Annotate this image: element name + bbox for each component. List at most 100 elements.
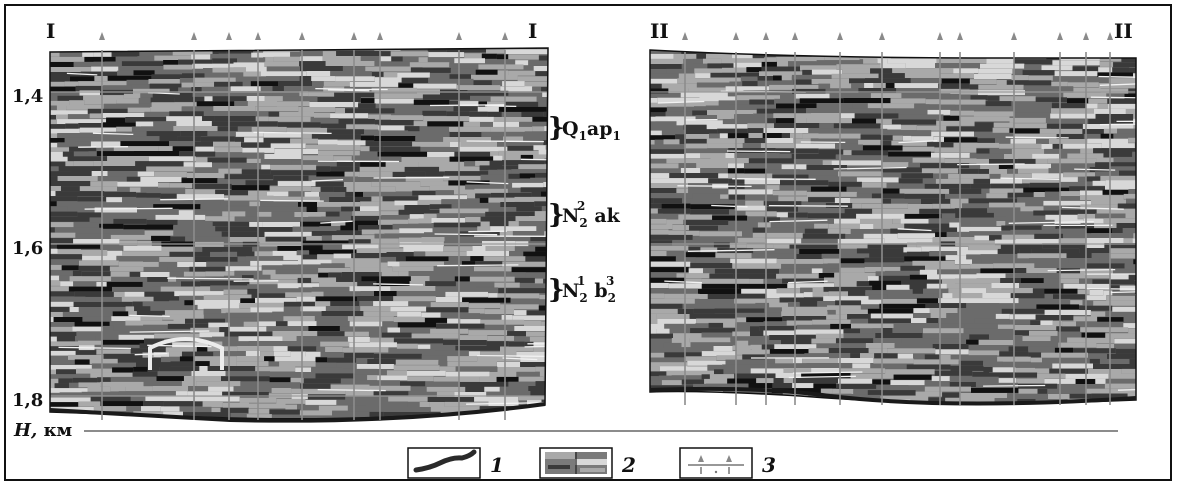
seismic-cell — [408, 422, 416, 427]
seismic-cell — [318, 139, 338, 145]
seismic-cell — [1014, 268, 1027, 273]
seismic-cell — [520, 362, 548, 367]
seismic-cell — [1068, 408, 1083, 413]
seismic-cell — [322, 51, 337, 57]
seismic-cell — [193, 210, 223, 216]
seismic-cell — [1008, 346, 1029, 352]
seismic-cell — [478, 415, 509, 419]
seismic-cell — [972, 414, 984, 419]
seismic-cell — [689, 337, 731, 343]
seismic-cell — [50, 306, 70, 312]
seismic-cell — [284, 86, 299, 91]
seismic-cell — [146, 131, 181, 137]
seismic-cell — [1102, 143, 1135, 149]
seismic-cell — [921, 199, 951, 204]
seismic-cell — [1001, 107, 1051, 112]
seismic-cell — [753, 248, 800, 254]
seismic-cell — [949, 222, 961, 228]
seismic-cell — [664, 352, 702, 358]
seismic-cell — [173, 126, 218, 131]
seismic-cell — [960, 217, 1007, 223]
seismic-cell — [386, 370, 407, 376]
seismic-cell — [272, 250, 297, 256]
seismic-cell — [320, 186, 334, 192]
seismic-cell — [886, 183, 903, 189]
seismic-cell — [976, 298, 1019, 304]
seismic-cell — [1070, 300, 1083, 306]
seismic-cell — [541, 321, 548, 327]
seismic-cell — [823, 258, 841, 264]
reflector-streak — [524, 344, 548, 348]
seismic-cell — [824, 277, 868, 283]
seismic-cell — [196, 381, 241, 387]
seismic-cell — [729, 210, 746, 216]
seismic-cell — [901, 279, 942, 285]
seismic-cell — [318, 405, 348, 411]
seismic-cell — [835, 300, 862, 306]
seismic-cell — [61, 265, 79, 271]
seismic-cell — [882, 328, 893, 333]
seismic-cell — [68, 354, 104, 360]
seismic-cell — [347, 337, 370, 342]
seismic-cell — [775, 118, 795, 124]
seismic-cell — [508, 70, 536, 76]
reflector-streak — [437, 264, 519, 267]
seismic-cell — [1046, 123, 1083, 129]
seismic-cell — [50, 360, 75, 366]
seismic-cell — [378, 242, 400, 248]
seismic-cell — [140, 272, 170, 277]
seismic-cell — [938, 227, 957, 233]
seismic-cell — [693, 308, 715, 314]
seismic-cell — [666, 68, 695, 74]
seismic-cell — [319, 226, 341, 232]
seismic-cell — [969, 334, 989, 340]
seismic-cell — [976, 158, 989, 164]
seismic-cell — [211, 121, 229, 127]
seismic-cell — [268, 111, 280, 117]
seismic-cell — [696, 82, 730, 88]
seismic-cell — [791, 74, 832, 80]
seismic-cell — [357, 281, 377, 287]
seismic-cell — [447, 361, 497, 367]
seismic-cell — [154, 55, 192, 61]
seismic-cell — [734, 373, 776, 379]
seismic-cell — [808, 128, 843, 134]
seismic-cell — [799, 170, 838, 176]
seismic-cell — [752, 349, 770, 355]
seismic-cell — [312, 286, 350, 292]
seismic-cell — [695, 323, 709, 329]
seismic-cell — [890, 380, 925, 386]
seismic-cell — [183, 412, 231, 418]
seismic-cell — [465, 184, 513, 190]
seismic-cell — [729, 242, 747, 248]
seismic-cell — [973, 111, 1014, 117]
seismic-cell — [734, 153, 780, 159]
seismic-cell — [1059, 153, 1068, 159]
seismic-cell — [302, 155, 334, 161]
seismic-cell — [498, 150, 539, 156]
seismic-cell — [863, 58, 878, 64]
seismic-cell — [241, 48, 278, 49]
well-marker — [837, 32, 843, 40]
seismic-cell — [302, 254, 318, 260]
seismic-cell — [546, 106, 548, 112]
legend-item-3: 3 — [679, 447, 776, 479]
seismic-cell — [91, 66, 119, 72]
seismic-cell — [839, 267, 865, 273]
seismic-cell — [709, 374, 735, 380]
seismic-cell — [719, 133, 728, 139]
seismic-cell — [1108, 78, 1136, 84]
seismic-cell — [747, 128, 764, 134]
seismic-cell — [525, 272, 535, 278]
seismic-cell — [530, 236, 548, 242]
seismic-cell — [50, 336, 57, 342]
seismic-cell — [317, 145, 361, 150]
seismic-cell — [787, 283, 835, 289]
seismic-cell — [999, 143, 1042, 149]
seismic-cell — [64, 81, 79, 87]
seismic-cell — [136, 362, 171, 368]
seismic-cell — [306, 71, 331, 76]
seismic-cell — [752, 232, 803, 238]
seismic-cell — [249, 403, 286, 409]
seismic-cell — [782, 388, 821, 394]
